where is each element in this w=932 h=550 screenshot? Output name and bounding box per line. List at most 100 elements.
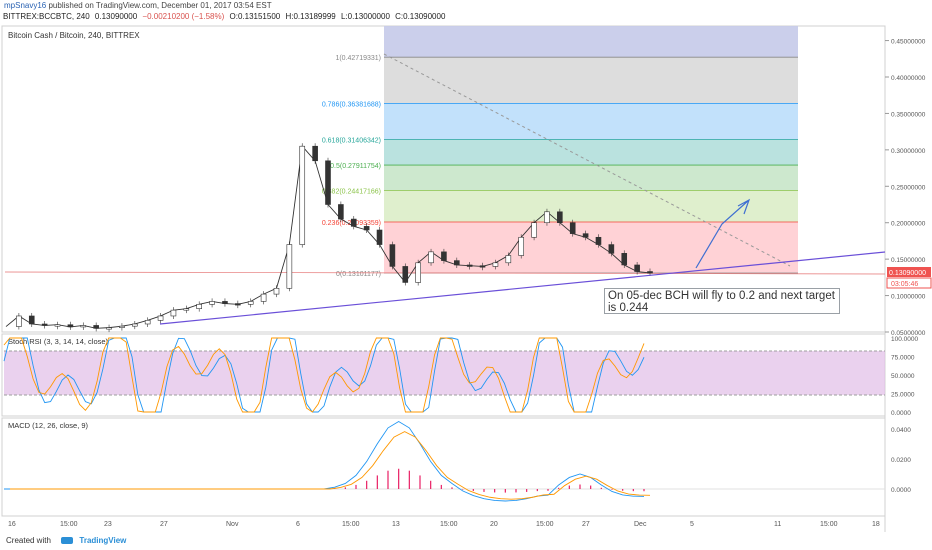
publish-text: published on TradingView.com, December 0…	[48, 1, 272, 10]
candle	[299, 145, 306, 245]
stoch-d-line	[3, 337, 645, 413]
projection-arrow[interactable]	[695, 198, 751, 269]
candle	[260, 293, 267, 302]
time-tick-label: 11	[774, 521, 781, 528]
low-value: L:0.13000000	[340, 12, 390, 21]
stoch-tick-label: 50.0000	[891, 373, 915, 380]
support-trendline[interactable]	[159, 251, 886, 325]
price-change: −0.00210200 (−1.58%)	[142, 12, 225, 21]
macd-title: MACD (12, 26, close, 9)	[8, 421, 89, 430]
time-tick-label: 13	[392, 521, 400, 528]
time-tick-label: 15:00	[342, 521, 360, 528]
fib-band	[384, 222, 798, 273]
current-price-text: 0.13090000	[889, 270, 926, 277]
candle	[67, 324, 74, 328]
price-tick-label: 0.25000000	[891, 184, 926, 191]
price-tick-label: 0.40000000	[891, 75, 926, 82]
candle	[338, 204, 344, 220]
candle	[363, 226, 370, 231]
candle	[441, 251, 447, 261]
time-tick-label: 5	[690, 521, 694, 528]
tradingview-logo-icon	[61, 537, 74, 545]
candle	[389, 244, 396, 267]
price-tick-label: 0.15000000	[891, 257, 926, 264]
current-price-tag	[887, 267, 931, 277]
stoch-k-line	[3, 337, 645, 413]
author-name[interactable]: mpSnavy16	[4, 1, 47, 10]
time-tick-label: 27	[582, 521, 590, 528]
last-price: 0.13090000	[94, 12, 138, 21]
macd-tick-label: 0.0000	[891, 487, 911, 494]
price-candles	[5, 143, 653, 333]
fib-band	[384, 103, 798, 140]
chart-canvas[interactable]: 1(0.42719331) 0.786(0.36381688) 0.618(0.31…	[0, 24, 932, 532]
current-price-line	[4, 271, 886, 275]
candle	[312, 145, 318, 162]
candle	[54, 324, 61, 327]
macd-tick-label: 0.0200	[891, 457, 911, 464]
candle	[531, 222, 537, 238]
candle	[428, 251, 434, 264]
candle	[196, 304, 202, 309]
candle	[492, 262, 499, 267]
close-value: C:0.13090000	[395, 12, 446, 21]
candle	[569, 222, 576, 234]
open-value: O:0.13151500	[229, 12, 281, 21]
candle	[621, 253, 628, 266]
candle	[325, 160, 331, 205]
candle	[466, 264, 473, 267]
candle	[647, 271, 653, 274]
stoch-tick-label: 25.0000	[891, 392, 915, 399]
time-tick-label: 23	[104, 521, 112, 528]
price-tick-label: 0.45000000	[891, 39, 926, 46]
time-tick-label: 6	[296, 521, 300, 528]
fib-retracement[interactable]: 1(0.42719331) 0.786(0.36381688) 0.618(0.31…	[322, 26, 798, 278]
candle	[544, 211, 550, 224]
fib-band	[384, 26, 798, 58]
countdown-text: 03:05:46	[891, 281, 918, 288]
annotation-textbox[interactable]: On 05-dec BCH will fly to 0.2 and next t…	[604, 288, 840, 314]
macd-signal-line	[10, 431, 651, 500]
macd-tick-label: 0.0400	[891, 427, 911, 434]
symbol-label: BITTREX:BCCBTC, 240	[3, 12, 90, 21]
time-tick-label: 18	[872, 521, 880, 528]
candle	[93, 325, 99, 329]
stoch-tick-label: 100.0000	[891, 336, 918, 343]
candle	[557, 211, 563, 224]
macd-lines	[4, 420, 651, 502]
stoch-tick-label: 0.0000	[891, 410, 911, 417]
price-tick-label: 0.35000000	[891, 111, 926, 118]
candle	[41, 323, 48, 326]
fib-band	[384, 165, 798, 191]
stoch-tick-label: 75.0000	[891, 355, 915, 362]
macd-axis: 0.0400 0.0200 0.0000	[891, 427, 911, 494]
fib-band	[384, 190, 798, 223]
countdown-tag	[886, 277, 932, 289]
price-axis: 0.45000000 0.40000000 0.35000000 0.30000000…	[885, 39, 926, 337]
candle	[402, 266, 409, 283]
candle	[415, 262, 421, 283]
candle	[106, 327, 112, 330]
footer: Created with TradingView	[0, 532, 932, 550]
time-tick-label: 15:00	[820, 521, 838, 528]
fib-trend-line[interactable]	[383, 53, 791, 267]
ohlc-bar: BITTREX:BCCBTC, 240 0.13090000 −0.002102…	[0, 11, 932, 23]
candle	[209, 301, 215, 305]
candle	[286, 244, 293, 289]
candle	[247, 301, 254, 305]
candle	[479, 265, 486, 268]
annotation-text: On 05-dec BCH will fly to 0.2 and next t…	[608, 290, 835, 314]
candle	[505, 255, 512, 264]
fib-level-label: 0.382(0.24417166)	[322, 189, 381, 196]
stoch-lines	[3, 337, 645, 413]
created-with-text: Created with	[6, 536, 51, 545]
time-tick-label: 27	[160, 521, 168, 528]
time-tick-label: 20	[490, 521, 498, 528]
time-axis: 16 15:00 23 27 Nov 6 15:00 13 15:00 20 15:00 27 Dec 5…	[8, 521, 880, 528]
candle	[376, 229, 383, 245]
candle	[132, 323, 138, 327]
candle	[80, 325, 87, 328]
candle	[157, 315, 164, 321]
high-value: H:0.13189999	[285, 12, 336, 21]
brand-text[interactable]: TradingView	[79, 536, 127, 545]
